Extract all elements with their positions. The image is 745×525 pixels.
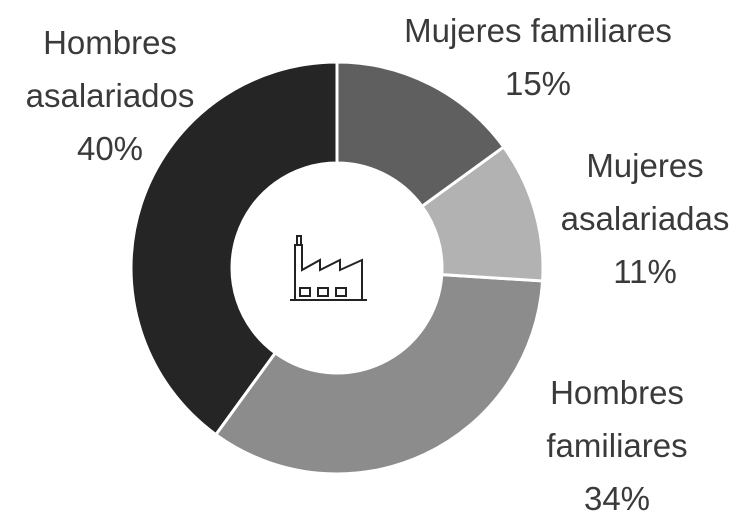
value-label: 11% (613, 253, 677, 290)
category-label: Mujeres familiares (404, 12, 672, 49)
value-label: 34% (583, 480, 651, 517)
donut-slice (213, 273, 545, 476)
category-label: Hombres asalariados (25, 24, 195, 114)
slice-label: Hombres asalariados 40% (5, 16, 215, 175)
donut-slice (419, 144, 545, 283)
value-label: 15% (504, 65, 572, 102)
page: Mujeres familiares 15% Mujeres asalariadas… (5, 4, 745, 517)
slice-label: Hombres familiares 34% (517, 366, 717, 525)
category-label: Mujeres asalariadas (560, 147, 730, 237)
factory-icon (290, 235, 367, 301)
chart (129, 60, 545, 476)
donut-slice (129, 60, 339, 437)
slice-label: Mujeres asalariadas 11% (540, 139, 745, 298)
slice-label: Mujeres familiares 15% (358, 4, 718, 110)
category-label: Hombres familiares (546, 374, 688, 464)
donut-slice (335, 60, 506, 209)
value-label: 40% (76, 130, 144, 167)
